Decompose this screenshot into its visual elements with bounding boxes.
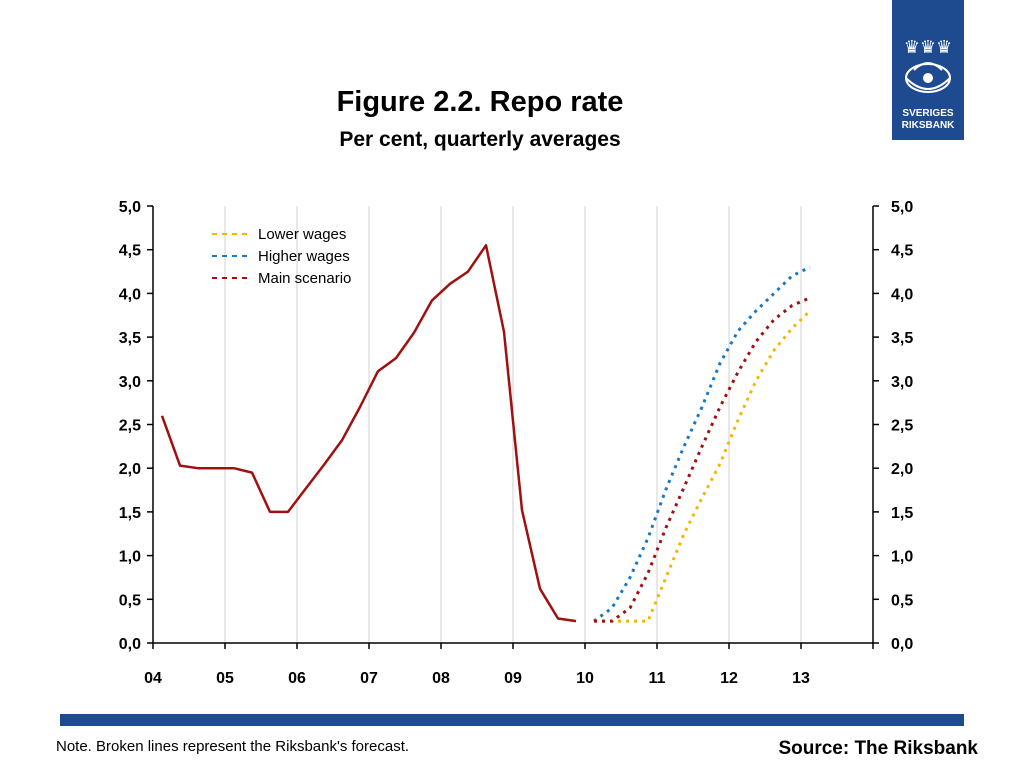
- y-tick-label-right: 1,0: [891, 549, 913, 566]
- chart-title: Figure 2.2. Repo rate: [336, 86, 624, 118]
- x-tick-label: 09: [504, 670, 522, 687]
- y-tick-label-right: 3,0: [891, 374, 913, 391]
- y-tick-label-right: 5,0: [891, 199, 913, 216]
- legend-label-higher-wages: Higher wages: [258, 248, 350, 265]
- series-higher-wages: [593, 265, 811, 623]
- riksbank-logo: ♛♛♛ SVERIGES RIKSBANK: [892, 0, 964, 140]
- y-tick-label-left: 4,5: [119, 243, 141, 260]
- y-tick-label-left: 0,0: [119, 636, 141, 653]
- y-tick-label-left: 3,0: [119, 374, 141, 391]
- x-tick-label: 10: [576, 670, 594, 687]
- y-tick-label-right: 0,5: [891, 592, 913, 609]
- y-tick-label-left: 2,5: [119, 418, 141, 435]
- logo-text: SVERIGES RIKSBANK: [892, 108, 964, 132]
- source-text: Source: The Riksbank: [778, 738, 978, 759]
- y-tick-label-right: 3,5: [891, 330, 913, 347]
- note-text: Note. Broken lines represent the Riksban…: [56, 738, 410, 755]
- x-tick-label: 05: [216, 670, 234, 687]
- series-main-scenario: [594, 296, 811, 623]
- y-tick-label-right: 2,5: [891, 418, 913, 435]
- y-tick-label-left: 2,0: [119, 461, 141, 478]
- x-tick-label: 07: [360, 670, 378, 687]
- x-tick-label: 04: [144, 670, 162, 687]
- emblem-icon: [892, 56, 964, 109]
- y-tick-label-left: 1,0: [119, 549, 141, 566]
- y-tick-label-left: 5,0: [119, 199, 141, 216]
- legend-label-main-scenario: Main scenario: [258, 270, 351, 287]
- bottom-bar: [60, 714, 964, 726]
- legend-label-lower-wages: Lower wages: [258, 226, 346, 243]
- series-outcome: [160, 244, 577, 623]
- y-tick-label-left: 0,5: [119, 592, 141, 609]
- y-tick-label-right: 0,0: [891, 636, 913, 653]
- y-tick-label-left: 3,5: [119, 330, 141, 347]
- series-lower-wages: [594, 309, 812, 623]
- x-tick-label: 08: [432, 670, 450, 687]
- y-tick-label-right: 1,5: [891, 505, 913, 522]
- repo-rate-chart: 0,0 0,0 0,5 0,5 1,0 1,0 1,5 1,5 2,0 2,0 2,5 2,5 3,0 3…: [119, 199, 914, 687]
- logo-line1: SVERIGES: [902, 108, 954, 119]
- x-tick-label: 12: [720, 670, 738, 687]
- y-tick-label-right: 4,5: [891, 243, 913, 260]
- crown-icon: ♛♛♛: [903, 37, 953, 57]
- x-tick-label: 13: [792, 670, 810, 687]
- chart-subtitle: Per cent, quarterly averages: [339, 128, 621, 151]
- y-tick-label-left: 1,5: [119, 505, 141, 522]
- logo-line2: RIKSBANK: [901, 120, 955, 131]
- x-tick-label: 11: [649, 670, 666, 687]
- y-tick-label-left: 4,0: [119, 286, 141, 303]
- x-tick-label: 06: [288, 670, 306, 687]
- y-tick-label-right: 2,0: [891, 461, 913, 478]
- y-tick-label-right: 4,0: [891, 286, 913, 303]
